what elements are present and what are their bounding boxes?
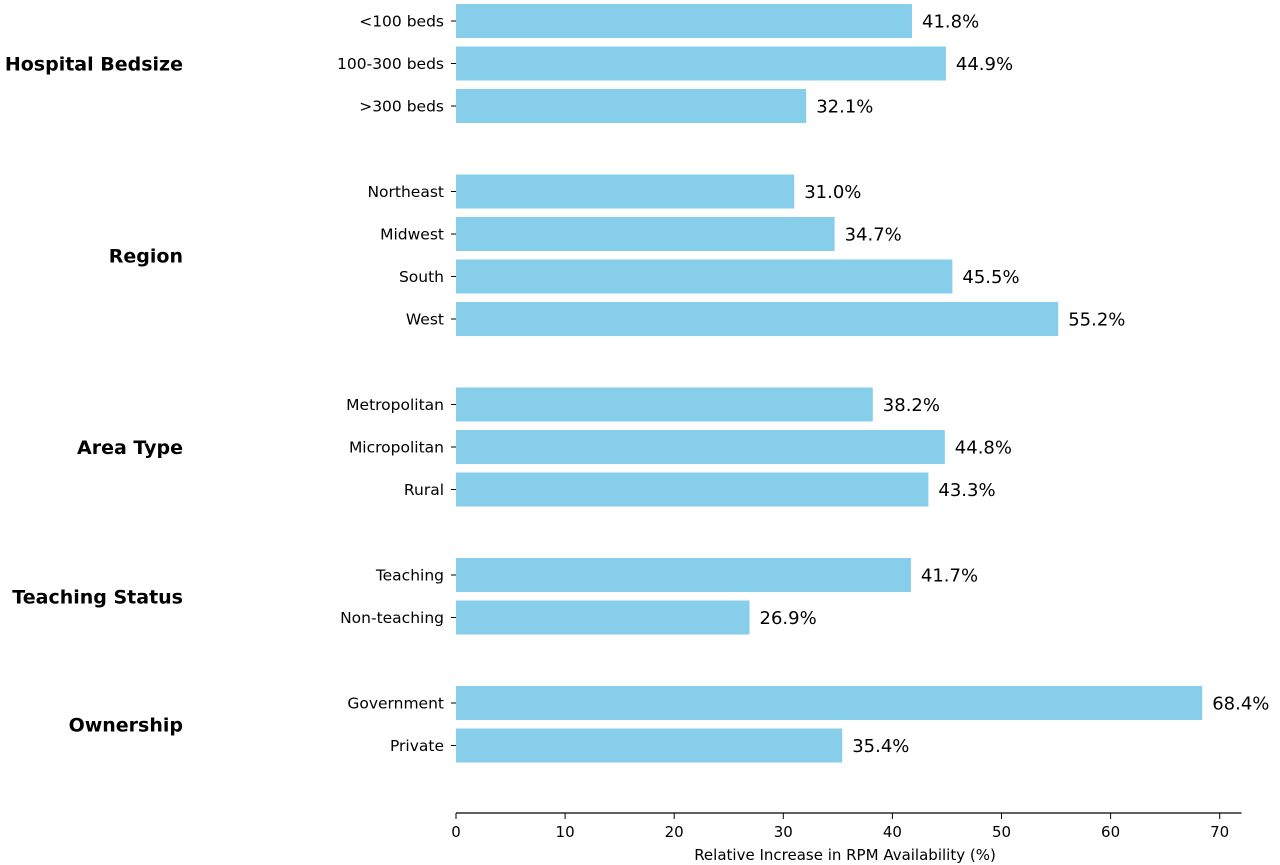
data-label: 31.0%: [804, 182, 861, 203]
x-axis-title: Relative Increase in RPM Availability (%…: [694, 846, 996, 864]
x-tick-label: 0: [451, 823, 461, 841]
bar: [456, 46, 946, 81]
data-label: 35.4%: [852, 736, 909, 757]
data-label: 44.8%: [955, 438, 1012, 459]
x-tick-label: 40: [883, 823, 902, 841]
bar: [456, 558, 911, 592]
x-tick-label: 10: [556, 823, 575, 841]
group-label: Region: [109, 245, 183, 267]
data-label: 38.2%: [883, 395, 940, 416]
category-label: West: [406, 311, 444, 329]
group-label: Hospital Bedsize: [5, 54, 183, 76]
category-label: Rural: [404, 481, 444, 499]
category-label: >300 beds: [359, 98, 444, 116]
labels-layer: <100 beds 41.8% 100-300 beds 44.9% >300 beds…: [5, 12, 1270, 758]
x-tick-label: 30: [774, 823, 793, 841]
category-label: 100-300 beds: [337, 55, 444, 73]
category-label: Micropolitan: [349, 439, 444, 457]
data-label: 43.3%: [938, 480, 995, 501]
bar: [456, 430, 945, 464]
data-label: 45.5%: [962, 267, 1019, 288]
category-label: <100 beds: [359, 13, 444, 31]
data-label: 55.2%: [1068, 310, 1125, 331]
bars-layer: [456, 4, 1203, 763]
bar: [456, 472, 929, 507]
bar: [456, 302, 1059, 336]
bar: [456, 259, 953, 294]
data-label: 44.9%: [956, 54, 1013, 75]
bar: [456, 217, 835, 251]
group-label: Area Type: [77, 437, 183, 459]
category-label: Northeast: [367, 183, 444, 201]
category-label: Government: [347, 695, 444, 713]
bar: [456, 89, 807, 123]
category-label: Teaching: [375, 567, 444, 585]
x-tick-label: 70: [1210, 823, 1229, 841]
data-label: 26.9%: [760, 608, 817, 629]
group-label: Ownership: [69, 714, 183, 736]
category-label: Private: [390, 737, 444, 755]
bar: [456, 387, 873, 422]
x-tick-label: 60: [1101, 823, 1120, 841]
bar: [456, 174, 795, 209]
x-axis: 0 10 20 30 40 50 60 70: [451, 20, 1242, 841]
data-label: 41.7%: [921, 566, 978, 587]
data-label: 32.1%: [816, 97, 873, 118]
bar: [456, 600, 750, 635]
category-label: Metropolitan: [346, 396, 444, 414]
bar: [456, 4, 912, 38]
category-label: Non-teaching: [340, 609, 444, 627]
bar: [456, 728, 843, 763]
x-tick-label: 20: [665, 823, 684, 841]
data-label: 68.4%: [1212, 694, 1269, 715]
data-label: 41.8%: [922, 12, 979, 33]
category-label: Midwest: [380, 226, 444, 244]
category-label: South: [399, 268, 444, 286]
group-label: Teaching Status: [12, 586, 183, 608]
data-label: 34.7%: [845, 225, 902, 246]
x-tick-label: 50: [992, 823, 1011, 841]
bar: [456, 686, 1203, 720]
